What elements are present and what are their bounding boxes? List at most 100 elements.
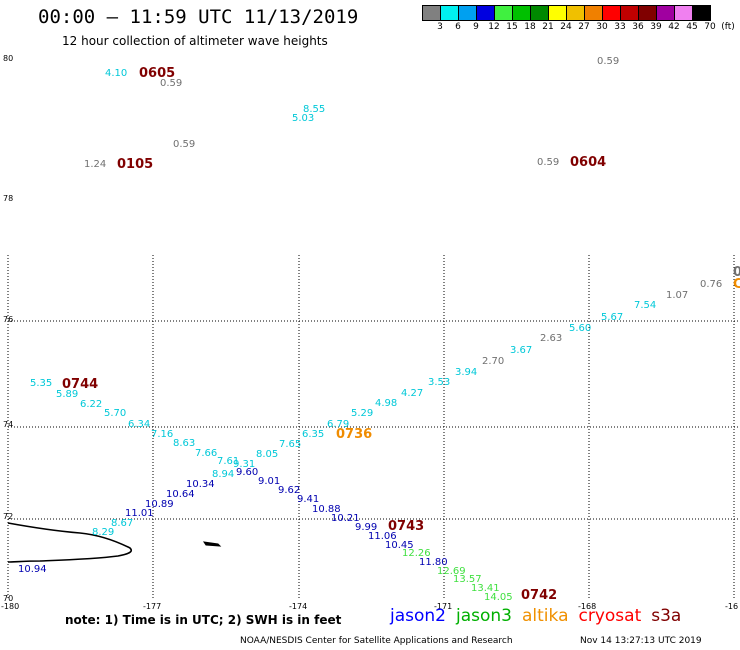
wave-height-value: 9.01: [258, 476, 280, 487]
wave-height-value: 7.65: [279, 439, 301, 450]
legend-label: 12: [488, 22, 500, 32]
legend-label: 3: [437, 22, 443, 32]
wave-height-value: 6.22: [80, 399, 102, 410]
wave-height-value: 0.59: [160, 78, 182, 89]
wave-height-value: 7.61: [217, 456, 239, 467]
wave-height-value: 9.62: [278, 485, 300, 496]
lon-label: -16: [725, 602, 738, 611]
legend-unit: (ft): [721, 22, 735, 32]
wave-height-value: 13.41: [471, 583, 500, 594]
wave-height-value: 14.05: [484, 592, 513, 603]
legend-swatch: [513, 6, 531, 20]
wave-height-value: 10.88: [312, 504, 341, 515]
legend-label: 42: [668, 22, 680, 32]
wave-height-value: 0.59: [537, 157, 559, 168]
wave-height-value: 5.03: [292, 113, 314, 124]
legend-label: 6: [455, 22, 461, 32]
wave-height-value: 8.55: [303, 104, 325, 115]
pass-time-labels: 0605 0105 0604 0744 0736 0743 0742 0C: [62, 66, 740, 603]
lat-label: 70: [3, 594, 13, 603]
wave-height-value: 5.29: [351, 408, 373, 419]
legend-swatch: [585, 6, 603, 20]
wave-height-value: 2.63: [540, 333, 562, 344]
pass-time-label: 0744: [62, 377, 98, 392]
wave-height-value: 6.79: [327, 419, 349, 430]
legend-label: 15: [506, 22, 518, 32]
islet-coastline: [202, 541, 222, 547]
wave-height-labels: 4.10 0.59 0.59 8.555.03 0.59 1.24 0.59 0.76 1.07…: [18, 56, 722, 603]
legend-swatch: [693, 6, 710, 20]
wave-height-value: 10.64: [166, 489, 195, 500]
legend-label: 9: [473, 22, 479, 32]
wave-height-value: 5.89: [56, 389, 78, 400]
pass-time-label: 0: [733, 265, 740, 280]
lat-label: 78: [3, 194, 13, 203]
legend-swatch: [549, 6, 567, 20]
legend-label: 27: [578, 22, 590, 32]
legend-label: 24: [560, 22, 572, 32]
lon-label: -177: [143, 602, 161, 611]
pass-time-label: 0743: [388, 519, 424, 534]
wave-height-value: 9.99: [355, 522, 377, 533]
color-legend: 3 6 9 12 15 18 21 24 27 30 33 36 39 42 45 70 (ft): [422, 5, 735, 33]
legend-swatches: [422, 5, 711, 21]
wave-height-value: 4.98: [375, 398, 397, 409]
satellite-name: jason2: [390, 606, 446, 626]
island-coastline: [7, 522, 133, 563]
pass-time-label: 0605: [139, 66, 175, 81]
wave-height-value: 0.76: [700, 279, 722, 290]
wave-height-value: 12.69: [437, 566, 466, 577]
lat-label: 80: [3, 54, 13, 63]
wave-height-value: 5.60: [569, 323, 591, 334]
wave-height-value: 0.59: [173, 139, 195, 150]
legend-label: 21: [542, 22, 554, 32]
wave-height-value: 10.94: [18, 564, 47, 575]
wave-height-value: 8.67: [111, 518, 133, 529]
wave-height-value: 5.67: [601, 312, 623, 323]
wave-height-value: 10.89: [145, 499, 174, 510]
wave-height-value: 8.05: [256, 449, 278, 460]
legend-label: 18: [524, 22, 536, 32]
wave-height-value: 11.01: [125, 508, 154, 519]
wave-height-value: 8.63: [173, 438, 195, 449]
pass-time-label: 0736: [336, 427, 372, 442]
wave-height-value: 10.34: [186, 479, 215, 490]
wave-height-value: 6.35: [302, 429, 324, 440]
lon-label: -180: [1, 602, 19, 611]
legend-swatch: [423, 6, 441, 20]
wave-height-value: 2.70: [482, 356, 504, 367]
satellite-legend: jason2 jason3 altika cryosat s3a: [390, 606, 691, 626]
wave-height-value: 6.34: [128, 419, 150, 430]
legend-label: 39: [650, 22, 662, 32]
lat-label: 74: [3, 420, 13, 429]
satellite-name: s3a: [651, 606, 682, 626]
satellite-name: altika: [522, 606, 569, 626]
wave-height-value: 3.94: [455, 367, 477, 378]
legend-swatch: [441, 6, 459, 20]
legend-labels: 3 6 9 12 15 18 21 24 27 30 33 36 39 42 45 70 (ft): [422, 21, 735, 33]
footer-note: note: 1) Time is in UTC; 2) SWH is in fe…: [65, 613, 342, 627]
wave-height-value: 3.53: [428, 377, 450, 388]
legend-swatch: [675, 6, 693, 20]
wave-height-value: 5.35: [30, 378, 52, 389]
wave-height-value: 10.21: [331, 513, 360, 524]
legend-label: 36: [632, 22, 644, 32]
legend-swatch: [459, 6, 477, 20]
legend-swatch: [495, 6, 513, 20]
wave-height-value: 0.59: [597, 56, 619, 67]
satellite-name: cryosat: [578, 606, 642, 626]
graticule: [7, 255, 740, 600]
legend-label: 33: [614, 22, 626, 32]
pass-time-label: 0604: [570, 155, 606, 170]
legend-swatch: [531, 6, 549, 20]
legend-label: 45: [686, 22, 698, 32]
pass-time-label: 0105: [117, 157, 153, 172]
map-title: 00:00 – 11:59 UTC 11/13/2019: [38, 6, 359, 28]
generated-timestamp: Nov 14 13:27:13 UTC 2019: [580, 636, 702, 646]
map-subtitle: 12 hour collection of altimeter wave hei…: [62, 34, 328, 48]
lat-label: 76: [3, 315, 13, 324]
lat-label: 72: [3, 512, 13, 521]
wave-height-value: 4.27: [401, 388, 423, 399]
wave-height-value: 9.31: [233, 459, 255, 470]
wave-height-value: 10.45: [385, 540, 414, 551]
